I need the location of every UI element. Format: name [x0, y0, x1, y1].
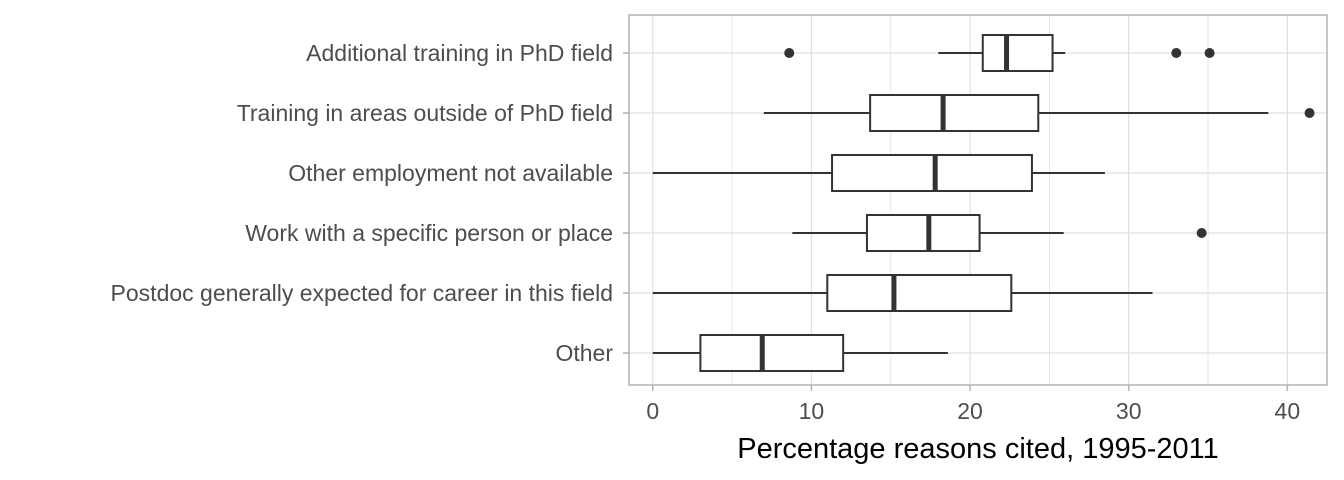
box-3	[652, 154, 1105, 192]
panel-border	[628, 14, 1328, 386]
x-tick-label: 20	[957, 398, 983, 424]
box-1	[784, 34, 1215, 72]
x-tick-label: 0	[646, 398, 659, 424]
category-label: Additional training in PhD field	[306, 40, 613, 66]
box-iqr	[826, 274, 1013, 312]
category-labels: Additional training in PhD field Training…	[111, 40, 629, 366]
x-axis: 0 10 20 30 40	[646, 385, 1300, 424]
outlier-point	[1196, 228, 1207, 238]
box-iqr	[699, 334, 845, 372]
category-label: Training in areas outside of PhD field	[237, 100, 613, 126]
x-tick-label: 40	[1275, 398, 1301, 424]
box-iqr	[869, 94, 1040, 132]
outlier-point	[1204, 48, 1215, 58]
category-label: Other	[555, 340, 613, 366]
box-5	[652, 274, 1153, 312]
box-2	[763, 94, 1315, 132]
x-tick-label: 30	[1116, 398, 1142, 424]
box-4	[792, 214, 1207, 252]
x-tick-label: 10	[799, 398, 825, 424]
category-label: Other employment not available	[288, 160, 613, 186]
outlier-point	[784, 48, 795, 58]
outlier-point	[1171, 48, 1182, 58]
category-label: Work with a specific person or place	[245, 220, 613, 246]
box-series	[652, 34, 1315, 372]
x-axis-title: Percentage reasons cited, 1995-2011	[737, 433, 1219, 465]
category-label: Postdoc generally expected for career in…	[111, 280, 613, 306]
panel-background	[629, 15, 1327, 385]
box-6	[652, 334, 948, 372]
box-iqr	[831, 154, 1033, 192]
box-iqr	[981, 34, 1054, 72]
box-iqr	[865, 214, 981, 252]
outlier-point	[1304, 108, 1315, 118]
